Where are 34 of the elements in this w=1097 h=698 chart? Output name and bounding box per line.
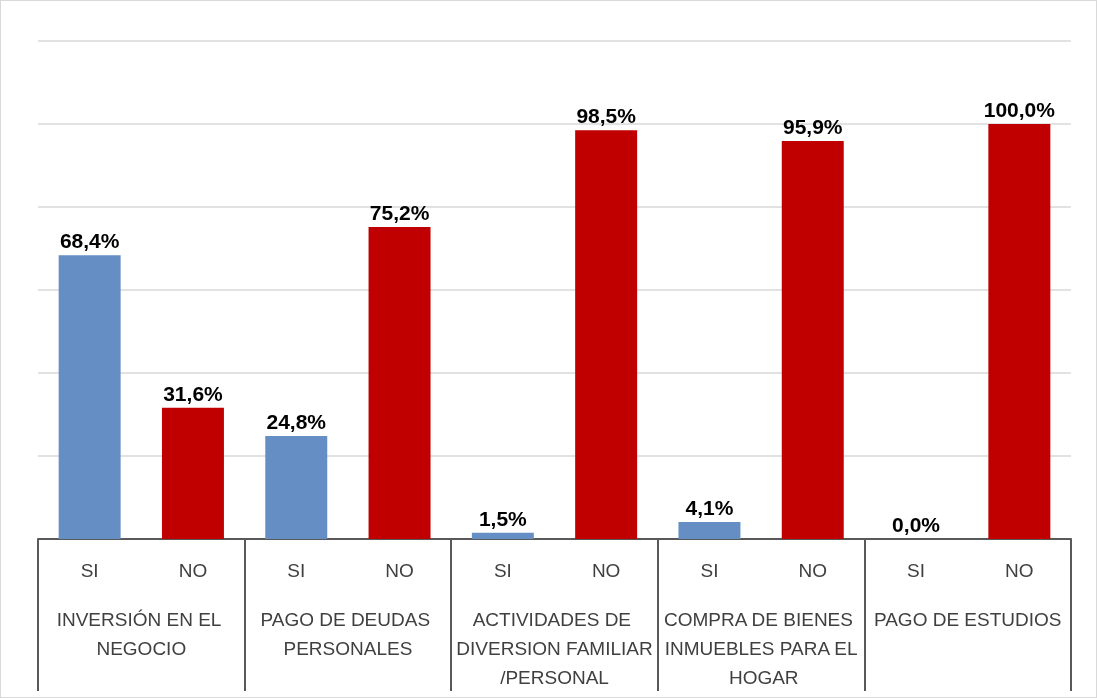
bar: [265, 436, 328, 539]
x-tick-label: NO: [591, 560, 621, 581]
bar: [781, 141, 844, 539]
x-tick-label: NO: [1005, 560, 1034, 581]
bar: [678, 521, 741, 539]
bar: [575, 130, 638, 539]
data-label: 4,1%: [685, 495, 734, 519]
text: INVERSIÓN EN EL NEGOCIO: [56, 609, 226, 659]
x-tick-label: SI: [80, 560, 99, 581]
text: PAGO DE ESTUDIOS: [873, 609, 1062, 630]
data-label: 68,4%: [59, 229, 120, 253]
data-label: 95,9%: [782, 115, 843, 139]
x-tick-label: SI: [700, 560, 719, 581]
text: COMPRA DE BIENES INMUEBLES PARA EL HOGAR: [663, 609, 859, 688]
x-tick-label: NO: [178, 560, 208, 581]
bar: [161, 407, 224, 539]
text: ACTIVIDADES DE DIVERSION FAMILIAR/PERSONAL: [456, 609, 653, 688]
bar: [58, 255, 121, 539]
text: PAGO DE DEUDAS PERSONALES: [260, 609, 436, 659]
x-tick-label: SI: [493, 560, 512, 581]
data-label: 100,0%: [983, 98, 1056, 121]
data-label: 98,5%: [576, 104, 637, 128]
x-tick-label: NO: [385, 560, 414, 581]
data-label: 75,2%: [369, 200, 430, 224]
data-label: 24,8%: [266, 410, 327, 434]
x-tick-label: SI: [287, 560, 306, 581]
data-label: 0,0%: [892, 513, 941, 536]
bar: [368, 226, 431, 539]
data-label: 1,5%: [478, 506, 528, 530]
x-tick-label: NO: [798, 560, 827, 581]
bar: [471, 532, 534, 539]
data-label: 31,6%: [163, 381, 224, 405]
bar: [988, 124, 1051, 539]
x-tick-label: SI: [907, 560, 926, 581]
